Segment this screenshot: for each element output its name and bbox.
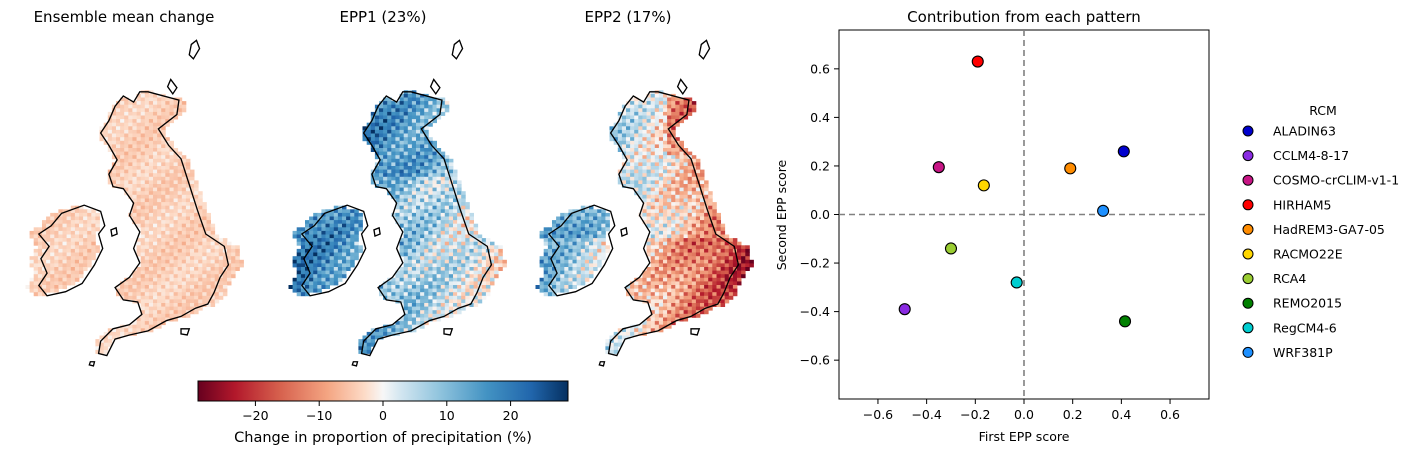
colorbar-tick-label: 10 xyxy=(439,408,455,423)
point-regcm4-6 xyxy=(1010,276,1023,289)
point-rca4 xyxy=(944,242,958,255)
chart-title: Contribution from each pattern xyxy=(907,8,1141,26)
x-tick-label: 0.6 xyxy=(1160,407,1180,422)
map-title: EPP1 (23%) xyxy=(340,8,427,26)
x-tick-label: −0.2 xyxy=(960,407,990,422)
point-remo2015 xyxy=(1118,315,1132,328)
colorbar-tick-label: −20 xyxy=(242,408,268,423)
legend-label: ALADIN63 xyxy=(1273,124,1336,139)
legend-label: REMO2015 xyxy=(1273,296,1342,311)
map-panel-epp2: EPP2 (17%) xyxy=(535,8,754,367)
colorbar-tick-label: 20 xyxy=(503,408,519,423)
point-cclm4-8-17 xyxy=(898,303,911,316)
legend-marker xyxy=(1242,273,1254,285)
legend-label: CCLM4-8-17 xyxy=(1273,148,1349,163)
legend-marker xyxy=(1242,199,1254,211)
legend-label: RACMO22E xyxy=(1273,247,1343,262)
legend-marker xyxy=(1242,248,1254,260)
point-hirham5 xyxy=(971,55,984,68)
legend-label: COSMO-crCLIM-v1-1 xyxy=(1273,173,1399,188)
y-tick-label: 0.0 xyxy=(810,207,830,222)
x-tick-label: −0.6 xyxy=(863,407,893,422)
map-title: EPP2 (17%) xyxy=(585,8,672,26)
x-tick-label: 0.0 xyxy=(1014,407,1034,422)
x-tick-label: 0.4 xyxy=(1111,407,1131,422)
colorbar-tick-label: −10 xyxy=(306,408,332,423)
x-tick-label: 0.2 xyxy=(1063,407,1083,422)
colorbar-label: Change in proportion of precipitation (%… xyxy=(234,430,532,446)
legend-marker xyxy=(1242,150,1254,162)
legend-marker xyxy=(1242,322,1254,334)
legend: RCM ALADIN63 CCLM4-8-17 COSMO-crCLIM-v1-1 H… xyxy=(1242,103,1399,360)
point-racmo22e xyxy=(977,179,990,192)
point-hadrem3-ga7-05 xyxy=(1064,162,1077,175)
y-tick-label: −0.6 xyxy=(800,353,830,368)
y-axis-ticks: −0.6 −0.4 −0.2 0.0 0.2 0.4 0.6 xyxy=(800,61,839,368)
legend-marker xyxy=(1242,125,1254,137)
map-shading xyxy=(288,90,507,354)
y-tick-label: 0.6 xyxy=(810,61,830,76)
y-tick-label: −0.2 xyxy=(800,256,830,271)
legend-title: RCM xyxy=(1309,103,1337,118)
colorbar: −20 −10 0 10 20 Change in proportion of prec… xyxy=(197,380,569,446)
map-shading xyxy=(25,90,244,354)
x-axis-ticks: −0.6 −0.4 −0.2 0.0 0.2 0.4 0.6 xyxy=(863,399,1180,422)
legend-marker xyxy=(1242,346,1254,358)
x-tick-label: −0.4 xyxy=(911,407,941,422)
y-axis-label: Second EPP score xyxy=(774,159,789,270)
legend-label: RCA4 xyxy=(1273,271,1306,286)
map-panel-ensemble-mean: Ensemble mean change xyxy=(25,8,244,367)
y-tick-label: −0.4 xyxy=(800,304,830,319)
legend-label: HadREM3-GA7-05 xyxy=(1273,222,1385,237)
legend-marker xyxy=(1242,174,1254,186)
colorbar-gradient xyxy=(197,380,569,402)
data-points xyxy=(898,55,1132,328)
legend-label: HIRHAM5 xyxy=(1273,197,1331,212)
map-title: Ensemble mean change xyxy=(34,8,215,26)
point-aladin63 xyxy=(1117,145,1130,158)
map-shading xyxy=(535,90,754,354)
x-axis-label: First EPP score xyxy=(979,429,1070,444)
point-wrf381p xyxy=(1097,204,1110,217)
y-tick-label: 0.4 xyxy=(810,110,830,125)
reference-lines xyxy=(839,30,1209,399)
legend-marker xyxy=(1242,297,1254,309)
legend-label: WRF381P xyxy=(1273,345,1333,360)
colorbar-tick-label: 0 xyxy=(379,408,387,423)
y-tick-label: 0.2 xyxy=(810,158,830,173)
scatter-plot: Contribution from each pattern −0.6 −0.4−… xyxy=(774,8,1210,444)
legend-label: RegCM4-6 xyxy=(1273,320,1337,335)
map-panel-epp1: EPP1 (23%) xyxy=(288,8,507,367)
legend-marker xyxy=(1242,223,1254,235)
point-cosmo-crclim-v1-1 xyxy=(932,161,945,174)
